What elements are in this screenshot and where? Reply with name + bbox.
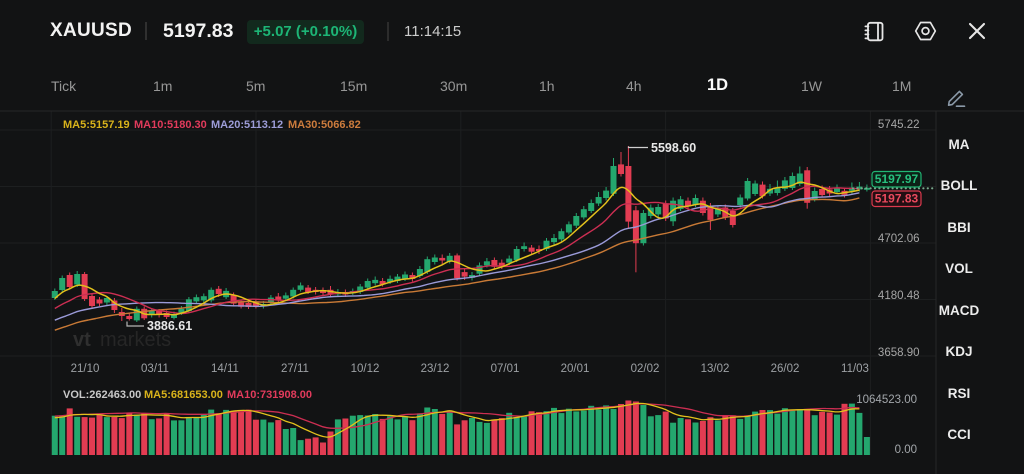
svg-text:5598.60: 5598.60 (651, 141, 696, 155)
svg-text:23/12: 23/12 (421, 363, 450, 375)
svg-text:MA5:5157.19: MA5:5157.19 (63, 119, 130, 131)
svg-text:MA10:5180.30: MA10:5180.30 (134, 119, 207, 131)
svg-text:MA5:681653.00: MA5:681653.00 (144, 389, 223, 401)
svg-text:13/02: 13/02 (701, 363, 730, 375)
svg-text:11/03: 11/03 (841, 363, 869, 375)
svg-text:02/02: 02/02 (631, 363, 660, 375)
svg-text:0.00: 0.00 (895, 444, 917, 456)
svg-text:5197.97: 5197.97 (875, 172, 919, 186)
svg-text:5197.83: 5197.83 (875, 192, 919, 206)
svg-text:MA10:731908.00: MA10:731908.00 (227, 389, 312, 401)
svg-text:markets: markets (100, 329, 171, 351)
svg-text:3886.61: 3886.61 (147, 319, 192, 333)
svg-text:4702.06: 4702.06 (878, 233, 920, 245)
svg-text:1064523.00: 1064523.00 (856, 394, 917, 406)
svg-text:21/10: 21/10 (71, 363, 100, 375)
svg-text:20/01: 20/01 (561, 363, 590, 375)
svg-text:27/11: 27/11 (281, 363, 309, 375)
svg-text:07/01: 07/01 (491, 363, 520, 375)
svg-text:5745.22: 5745.22 (878, 119, 920, 131)
svg-text:26/02: 26/02 (771, 363, 800, 375)
svg-text:4180.48: 4180.48 (878, 290, 920, 302)
svg-text:vt: vt (73, 329, 91, 351)
svg-text:MA20:5113.12: MA20:5113.12 (211, 119, 283, 131)
svg-text:10/12: 10/12 (351, 363, 380, 375)
svg-text:MA30:5066.82: MA30:5066.82 (288, 119, 361, 131)
svg-text:03/11: 03/11 (141, 363, 169, 375)
svg-text:VOL:262463.00: VOL:262463.00 (63, 389, 141, 401)
svg-text:3658.90: 3658.90 (878, 347, 920, 359)
svg-text:14/11: 14/11 (211, 363, 239, 375)
